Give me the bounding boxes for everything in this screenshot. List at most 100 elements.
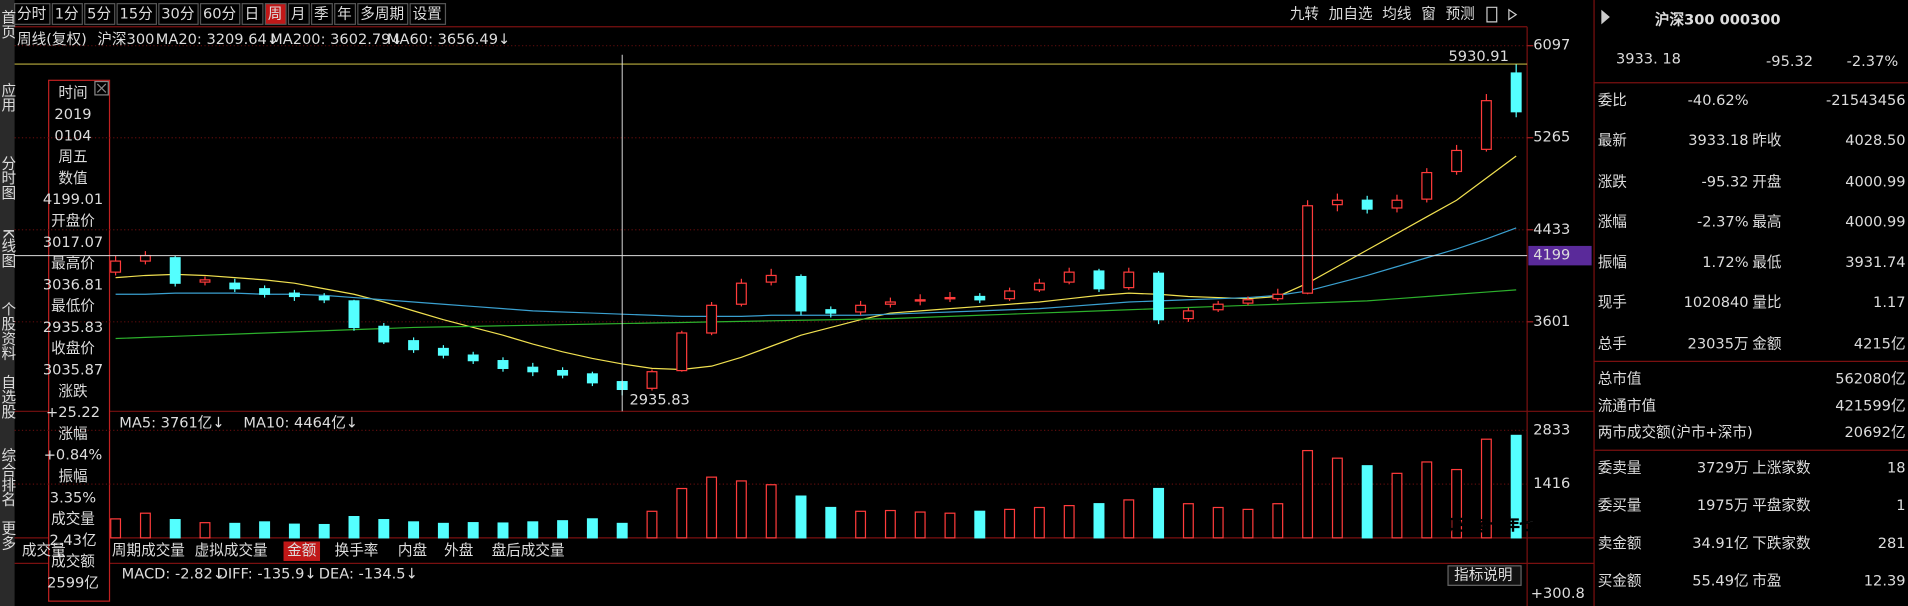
toolbar-tab-bg[interactable] bbox=[334, 3, 357, 25]
quote-icon[interactable] bbox=[1601, 9, 1610, 25]
toolbar-tab-bg[interactable] bbox=[287, 3, 310, 25]
side-tab[interactable]: K线图 bbox=[0, 229, 16, 268]
toolbar-icon[interactable] bbox=[1486, 6, 1518, 23]
toolbar-tab-bg[interactable] bbox=[357, 3, 409, 25]
quote-value: 421599亿 bbox=[1835, 397, 1905, 414]
candle-body bbox=[557, 369, 569, 376]
quote-label: 最高 bbox=[1752, 214, 1781, 231]
volume-bar bbox=[1033, 506, 1045, 539]
bottom-tab[interactable]: 盘后成交量 bbox=[492, 541, 565, 559]
quote-label: 现手 bbox=[1598, 294, 1627, 311]
quote-value: 1.17 bbox=[1873, 294, 1905, 311]
quote-label: 涨幅 bbox=[1598, 214, 1627, 231]
info-item: +0.84% bbox=[44, 447, 103, 464]
info-item: 成交量 bbox=[51, 510, 95, 528]
side-tab[interactable]: 应用 bbox=[0, 82, 16, 114]
candle-body bbox=[1302, 205, 1314, 294]
macd-button-bg[interactable] bbox=[1447, 565, 1522, 586]
candle-body bbox=[1033, 282, 1045, 291]
toolbar-tab[interactable]: 分时 bbox=[17, 6, 47, 23]
bottom-tab[interactable]: 虚拟成交量 bbox=[195, 541, 268, 559]
side-tab[interactable]: 分时图 bbox=[0, 156, 16, 200]
toolbar-tab-bg[interactable] bbox=[13, 3, 51, 25]
toolbar-tab-bg[interactable] bbox=[241, 3, 264, 25]
toolbar-tab[interactable]: 5分 bbox=[87, 6, 111, 23]
quote-value: 1975万 bbox=[1697, 497, 1749, 514]
quote-pct: -2.37% bbox=[1847, 53, 1899, 70]
toolbar-tab-bg[interactable] bbox=[116, 3, 158, 25]
toolbar-tab[interactable]: 周 bbox=[268, 6, 283, 23]
candle-body bbox=[914, 299, 926, 302]
toolbar-tab[interactable]: 15分 bbox=[120, 6, 154, 23]
side-tab[interactable]: 自选股 bbox=[0, 375, 16, 420]
side-tab[interactable]: 首页 bbox=[0, 10, 16, 40]
candle-body bbox=[1004, 290, 1016, 300]
info-panel-close[interactable] bbox=[94, 80, 109, 96]
side-tab[interactable]: 更多 bbox=[0, 521, 16, 550]
y-tick-label: 6097 bbox=[1533, 37, 1570, 54]
quote-label: 流通市值 bbox=[1598, 397, 1656, 414]
toolbar-button[interactable]: 均线 bbox=[1382, 6, 1412, 23]
quote-label: 昨收 bbox=[1752, 132, 1782, 149]
side-tab[interactable]: 综合排名 bbox=[0, 448, 16, 507]
quote-value: 281 bbox=[1878, 535, 1906, 552]
y-tick-label: 3601 bbox=[1533, 313, 1570, 330]
bottom-tab[interactable]: 金额 bbox=[287, 542, 317, 559]
toolbar-tab[interactable]: 设置 bbox=[413, 6, 442, 23]
toolbar-tab[interactable]: 月 bbox=[291, 6, 306, 23]
info-panel bbox=[48, 79, 111, 602]
quote-label: 开盘 bbox=[1752, 173, 1781, 191]
bottom-tab[interactable]: 内盘 bbox=[398, 541, 427, 559]
toolbar-tab-bg[interactable] bbox=[84, 3, 116, 25]
tab-selected[interactable] bbox=[283, 541, 321, 561]
bottom-tab[interactable]: 外盘 bbox=[444, 541, 473, 559]
ma-line bbox=[115, 289, 1517, 340]
volume-bar bbox=[586, 518, 598, 539]
volume-bar bbox=[1331, 457, 1343, 539]
side-tab[interactable]: 个股资料 bbox=[0, 302, 16, 361]
toolbar-tab-bg[interactable] bbox=[199, 3, 241, 25]
bottom-tab[interactable]: 换手率 bbox=[335, 542, 379, 559]
toolbar-tab[interactable]: 日 bbox=[245, 6, 260, 23]
toolbar-button[interactable]: 预测 bbox=[1446, 6, 1475, 23]
volume-bar bbox=[378, 519, 390, 539]
toolbar-button[interactable]: 九转 bbox=[1290, 6, 1319, 23]
toolbar-tab-bg[interactable] bbox=[264, 3, 287, 25]
candle-body bbox=[855, 304, 867, 313]
toolbar-tab-bg[interactable] bbox=[310, 3, 333, 25]
quote-value: -95.32 bbox=[1702, 174, 1749, 191]
bottom-tab[interactable]: 周期成交量 bbox=[112, 541, 185, 559]
candle-body bbox=[586, 373, 598, 384]
toolbar-button[interactable]: 窗 bbox=[1421, 5, 1436, 23]
candle-body bbox=[735, 282, 747, 305]
quote-value: 4000.99 bbox=[1845, 174, 1905, 191]
bottom-tab[interactable]: 成交量 bbox=[22, 541, 66, 559]
toolbar-tab-bg[interactable] bbox=[158, 3, 199, 25]
toolbar-tab-bg[interactable] bbox=[51, 3, 83, 25]
candle-body bbox=[1331, 199, 1343, 206]
toolbar-tab-bg[interactable] bbox=[409, 3, 447, 25]
quote-label: 委卖量 bbox=[1598, 459, 1642, 476]
chart-header: MA200: 3602.79↓ bbox=[270, 31, 403, 48]
toolbar-tab[interactable]: 60分 bbox=[203, 6, 237, 23]
candle-body bbox=[199, 279, 211, 283]
candle-body bbox=[110, 260, 122, 273]
toolbar-tab[interactable]: 季 bbox=[314, 6, 329, 23]
macd-button[interactable]: 指标说明 bbox=[1454, 567, 1512, 584]
quote-label: 最低 bbox=[1752, 254, 1782, 271]
candle-body bbox=[706, 304, 718, 334]
toolbar-tab[interactable]: 年 bbox=[337, 6, 352, 23]
quote-label: 下跌家数 bbox=[1752, 535, 1811, 552]
quote-label: 振幅 bbox=[1598, 254, 1627, 271]
toolbar-tab[interactable]: 多周期 bbox=[360, 6, 404, 23]
quote-price: 3933. 18 bbox=[1616, 51, 1681, 68]
quote-value: 18 bbox=[1887, 459, 1906, 476]
candle-body bbox=[1063, 271, 1075, 283]
toolbar-tab[interactable]: 1分 bbox=[55, 6, 79, 23]
candle-body bbox=[348, 300, 360, 329]
macd-axis-label: +300.8 bbox=[1531, 585, 1585, 602]
volume-bar bbox=[676, 487, 688, 539]
toolbar-tab[interactable]: 30分 bbox=[161, 6, 195, 23]
toolbar-button[interactable]: 加自选 bbox=[1329, 6, 1373, 23]
candle-body bbox=[1212, 303, 1224, 311]
